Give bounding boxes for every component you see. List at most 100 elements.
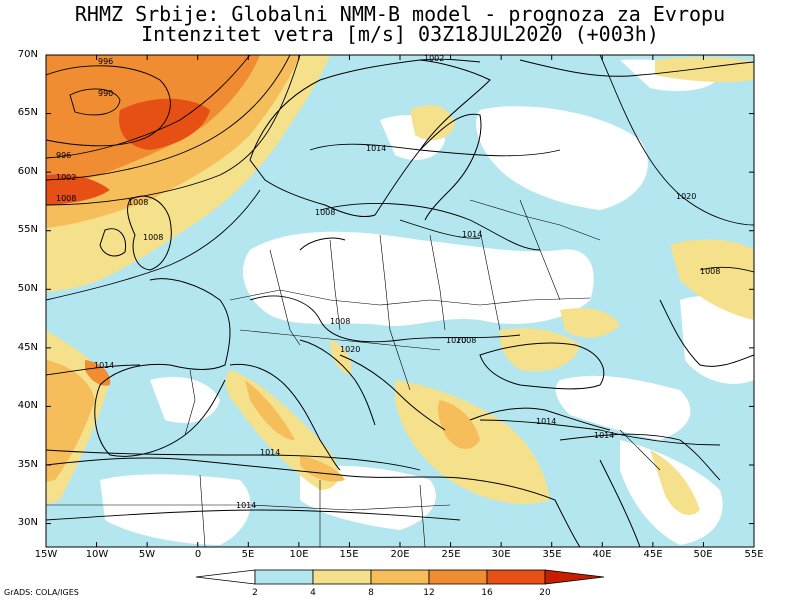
isobar-1014-north	[309, 143, 561, 157]
isobar-label: 1008	[700, 267, 720, 276]
lon-label: 35E	[542, 549, 562, 560]
lon-label: 5E	[241, 549, 255, 560]
isobar-label: 990	[98, 89, 113, 98]
isobar-label: 1020	[676, 192, 696, 201]
ireland-coast	[99, 228, 127, 257]
isobar-label: 1014	[536, 417, 556, 426]
isobar-label: 1008	[315, 208, 335, 217]
lat-label: 30N	[17, 517, 38, 528]
isobar-label: 1020	[340, 345, 360, 354]
isobar-label: 1008	[456, 336, 476, 345]
wind-volga	[670, 239, 754, 320]
map-area	[46, 55, 754, 547]
isobar-1008-africa	[46, 509, 461, 521]
lon-label: 15E	[339, 549, 359, 560]
isobar-996	[46, 55, 251, 159]
colorbar-calm	[195, 569, 256, 585]
isobar-label: 1014	[462, 230, 482, 239]
isobar-1014-iberia	[46, 364, 141, 376]
calm-russia-north	[476, 106, 648, 210]
isobar-label: 996	[98, 57, 113, 66]
title-line-2: Intenzitet vetra [m/s] 03Z18JUL2020 (+00…	[141, 22, 659, 46]
lon-label: 5W	[138, 549, 156, 560]
lat-label: 40N	[17, 400, 38, 411]
calm-east	[420, 245, 472, 294]
wind-sardinia-8	[245, 380, 295, 440]
wind-portugal-8	[46, 360, 95, 482]
isobar-label: 1014	[366, 144, 386, 153]
isobar-996-north	[46, 65, 171, 147]
lon-label: 0	[194, 549, 202, 560]
lat-label: 45N	[17, 342, 38, 353]
lon-label: 10E	[289, 549, 309, 560]
isobar-1008-volga	[699, 266, 754, 273]
isobar-1014-africa	[46, 449, 421, 471]
lon-label: 15W	[34, 549, 58, 560]
colorbar-12-16	[428, 569, 488, 585]
lat-label: 60N	[17, 166, 38, 177]
german-coast	[299, 237, 346, 251]
isobar-1008-top	[419, 58, 481, 63]
balkan-coast	[339, 354, 446, 431]
italy-east-coast	[299, 339, 376, 426]
isobar-1002	[46, 55, 291, 181]
finland-coast	[419, 113, 482, 221]
wind-gulf-bothnia	[410, 105, 455, 141]
isobar-label: 996	[56, 151, 71, 160]
title-line-1: RHMZ Srbije: Globalni NMM-B model - prog…	[74, 2, 726, 26]
wind-16-20	[46, 98, 210, 205]
scandinavia-coast	[249, 59, 491, 218]
lon-label: 40E	[592, 549, 612, 560]
isobar-label: 1008	[128, 198, 148, 207]
isobar-label: 1008	[330, 317, 350, 326]
colorbar-8-12	[370, 569, 430, 585]
colorbar-2-4	[254, 569, 314, 585]
isobar-label: 1014	[594, 431, 614, 440]
lon-label: 45E	[643, 549, 663, 560]
isobar-label: 1002	[424, 54, 444, 63]
north-africa-coast	[46, 457, 556, 501]
credit-text: GrADS: COLA/IGES	[4, 588, 79, 597]
lon-label: 10W	[85, 549, 109, 560]
isobar-990	[69, 88, 121, 116]
colorbar-label: 12	[423, 588, 435, 598]
isobar-label: 1020	[446, 336, 466, 345]
wind-black-sea-west	[499, 328, 580, 372]
calm-turkey	[555, 375, 691, 440]
isobar-1020-south	[249, 295, 521, 343]
italy-west-coast	[229, 363, 341, 471]
colorbar	[195, 569, 605, 585]
colorbar-20-plus	[544, 569, 605, 585]
wind-barents	[655, 57, 754, 83]
isobar-1002-east	[559, 433, 721, 481]
isobar-1020-mid	[399, 219, 481, 239]
axis-ticks	[45, 54, 755, 547]
isobars	[46, 55, 754, 521]
wind-biscay-12	[85, 360, 111, 386]
wind-adriatic	[330, 340, 352, 375]
lat-label: 50N	[17, 283, 38, 294]
coastlines	[46, 59, 754, 547]
colorbar-16-20	[486, 569, 546, 585]
isobar-1020-north	[319, 203, 541, 251]
colorbar-label: 16	[481, 588, 493, 598]
lon-label: 50E	[693, 549, 713, 560]
wind-arabia	[650, 450, 700, 515]
wind-aegean-8	[437, 400, 480, 450]
calm-africa-west	[100, 474, 251, 545]
caspian-coast	[659, 299, 754, 367]
arctic-coast	[519, 59, 754, 77]
isobar-1014-east	[599, 55, 754, 226]
lat-label: 70N	[17, 49, 38, 60]
colorbar-label: 8	[368, 588, 374, 598]
isobar-labels: 9969909961002100810081014101410141008102…	[56, 54, 720, 510]
wind-sicily-8	[300, 455, 345, 482]
colorbar-label: 2	[252, 588, 258, 598]
lat-label: 55N	[17, 224, 38, 235]
red-sea-east	[599, 459, 641, 547]
lon-label: 55E	[744, 549, 764, 560]
isobar-label: 1014	[94, 361, 114, 370]
colorbar-label: 4	[310, 588, 316, 598]
isobar-label: 1008	[56, 194, 76, 203]
